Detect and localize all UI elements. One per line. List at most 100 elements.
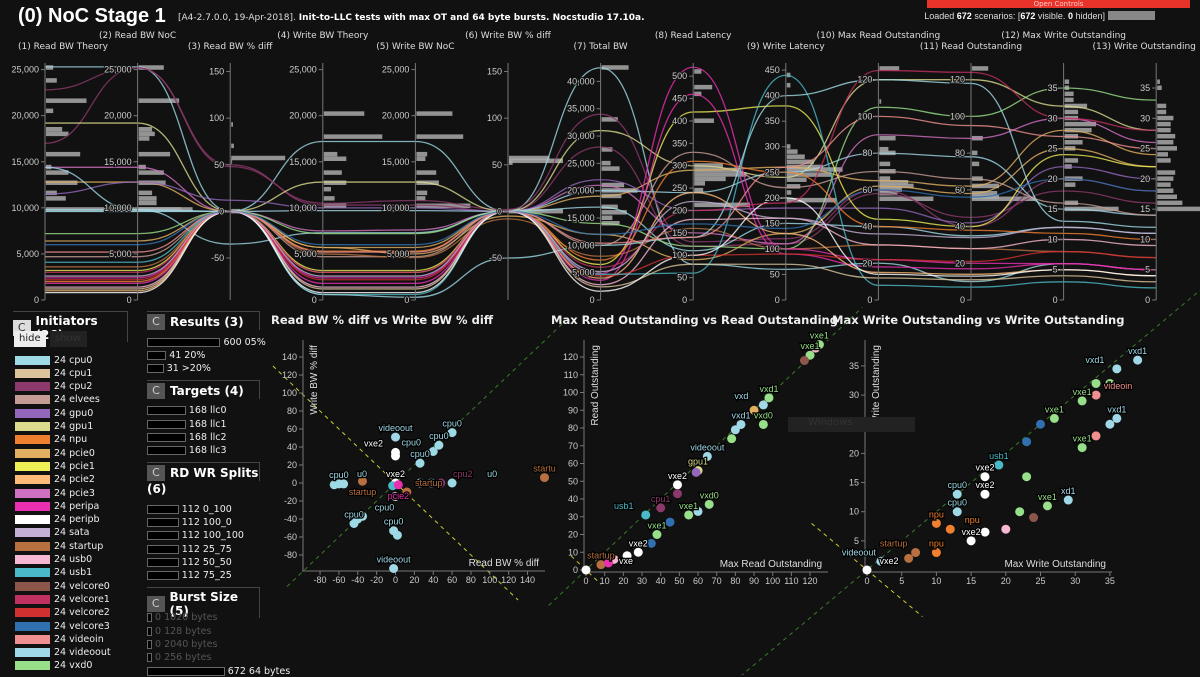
scatter-point[interactable] [952, 507, 962, 517]
legend-item-pcie3[interactable]: 24 pcie3 [15, 487, 95, 499]
filter-item[interactable]: 0 128 bytes [147, 625, 211, 637]
scatter-point[interactable] [357, 511, 367, 521]
scatter-point[interactable] [646, 538, 656, 548]
scatter-point[interactable] [704, 499, 714, 509]
scatter-point[interactable] [727, 434, 737, 444]
scatter-point[interactable] [931, 548, 941, 558]
scatter-point[interactable] [447, 478, 457, 488]
axis-label[interactable]: (6) Write BW % diff [465, 31, 551, 41]
scatter-point[interactable] [758, 419, 768, 429]
scatter-point[interactable] [622, 551, 632, 561]
scatter-point[interactable] [994, 460, 1004, 470]
scatter-point[interactable] [764, 393, 774, 403]
clear-filter-button[interactable]: C [147, 465, 165, 482]
scatter-point[interactable] [1105, 419, 1115, 429]
legend-item-cpu2[interactable]: 24 cpu2 [15, 381, 92, 393]
axis-label[interactable]: (13) Write Outstanding [1092, 42, 1196, 52]
filter-item[interactable]: 168 llc0 [147, 405, 227, 417]
scatter-point[interactable] [749, 405, 759, 415]
scatter-point[interactable] [349, 519, 359, 528]
filter-item[interactable]: 0 2040 bytes [147, 639, 217, 651]
scatter-point[interactable] [702, 451, 712, 461]
scenario-line[interactable] [44, 67, 1157, 247]
scatter-point[interactable] [539, 473, 549, 483]
scatter-point[interactable] [434, 440, 444, 450]
scatter-point[interactable] [684, 510, 694, 520]
axis-label[interactable]: (7) Total BW [573, 42, 628, 52]
scatter-point[interactable] [1042, 501, 1052, 511]
axis-label[interactable]: (1) Read BW Theory [18, 42, 108, 52]
legend-item-startup[interactable]: 24 startup [15, 540, 103, 552]
scatter-point[interactable] [805, 350, 815, 360]
scatter-point[interactable] [415, 478, 425, 488]
scatter-point[interactable] [426, 478, 436, 488]
filter-item[interactable]: 112 50_50 [147, 556, 232, 568]
scatter-point[interactable] [447, 428, 457, 438]
axis-label[interactable]: (11) Read Outstanding [919, 42, 1023, 52]
scatter-point[interactable] [389, 526, 399, 536]
scatter-point[interactable] [758, 400, 768, 410]
scatter-point[interactable] [1133, 355, 1143, 365]
scatter-point[interactable] [1105, 378, 1115, 388]
scatter-point[interactable] [334, 479, 344, 489]
scatter-point[interactable] [633, 547, 643, 557]
filter-item[interactable]: 0 256 bytes [147, 652, 211, 664]
legend-item-gpu1[interactable]: 24 gpu1 [15, 421, 93, 433]
legend-item-pcie2[interactable]: 24 pcie2 [15, 474, 95, 486]
legend-item-usb0[interactable]: 24 usb0 [15, 554, 92, 566]
scatter-point[interactable] [911, 548, 921, 558]
legend-item-gpu0[interactable]: 24 gpu0 [15, 407, 93, 419]
scatter-point[interactable] [966, 536, 976, 546]
scatter-point[interactable] [1077, 443, 1087, 453]
legend-item-sata[interactable]: 24 sata [15, 527, 89, 539]
show-button[interactable]: show [50, 331, 87, 347]
legend-item-cpu0[interactable]: 24 cpu0 [15, 354, 92, 366]
scatter-point[interactable] [693, 506, 703, 516]
scatter-point[interactable] [393, 480, 403, 490]
scatter-point[interactable] [904, 553, 914, 563]
filter-item[interactable]: 112 0_100 [147, 503, 232, 515]
scatter-point[interactable] [980, 489, 990, 499]
scatter-point[interactable] [641, 510, 651, 520]
axis-label[interactable]: (3) Read BW % diff [187, 42, 273, 52]
filter-item[interactable]: 0 1020 bytes [147, 612, 217, 624]
scatter-point[interactable] [391, 451, 400, 461]
scatter-point[interactable] [391, 492, 400, 501]
axis-label[interactable]: (5) Write BW NoC [376, 42, 455, 52]
scatter-point[interactable] [391, 478, 400, 488]
scatter-point[interactable] [811, 343, 821, 353]
scatter-point[interactable] [1001, 524, 1011, 534]
scatter-point[interactable] [1036, 419, 1045, 429]
open-controls-button[interactable]: Open Controls [927, 0, 1190, 8]
scatter-point[interactable] [1022, 472, 1032, 482]
scatter-point[interactable] [1091, 378, 1101, 388]
scatter-point[interactable] [665, 517, 675, 527]
filter-item[interactable]: 41 20% [147, 349, 205, 361]
legend-item-peripb[interactable]: 24 peripb [15, 514, 100, 526]
scatter-point[interactable] [357, 476, 367, 486]
parallel-coordinates-plot[interactable]: 0 5,000 10,000 15,000 20,000 25,000 0 5,000 10,0… [0, 55, 1200, 305]
scatter-plot-1[interactable]: -80 -60 -40 -20 0 20 40 60 80 100 120 140-80-60-40-… [272, 320, 566, 601]
scatter-point[interactable] [329, 480, 339, 490]
scatter-point[interactable] [581, 565, 591, 575]
scatter-point[interactable] [1022, 437, 1032, 447]
filter-item[interactable]: 168 llc3 [147, 445, 227, 457]
scatter-point[interactable] [389, 564, 399, 573]
scatter-point[interactable] [603, 558, 613, 568]
legend-item-pcie1[interactable]: 24 pcie1 [15, 460, 95, 472]
filter-item[interactable]: 168 llc1 [147, 418, 227, 430]
scatter-point[interactable] [876, 556, 886, 566]
scatter-point[interactable] [656, 503, 666, 513]
filter-item[interactable]: 112 100_0 [147, 516, 232, 528]
scatter-point[interactable] [1091, 431, 1101, 441]
scatter-point[interactable] [1049, 413, 1059, 423]
scatter-point[interactable] [391, 447, 400, 457]
filter-item[interactable]: 112 75_25 [147, 570, 232, 582]
scatter-point[interactable] [814, 340, 824, 350]
scatter-point[interactable] [1091, 390, 1101, 400]
scatter-point[interactable] [862, 565, 872, 575]
scatter-point[interactable] [1112, 364, 1122, 374]
scatter-point[interactable] [353, 514, 363, 524]
legend-item-videoin[interactable]: 24 videoin [15, 633, 104, 645]
scatter-point[interactable] [388, 481, 398, 491]
